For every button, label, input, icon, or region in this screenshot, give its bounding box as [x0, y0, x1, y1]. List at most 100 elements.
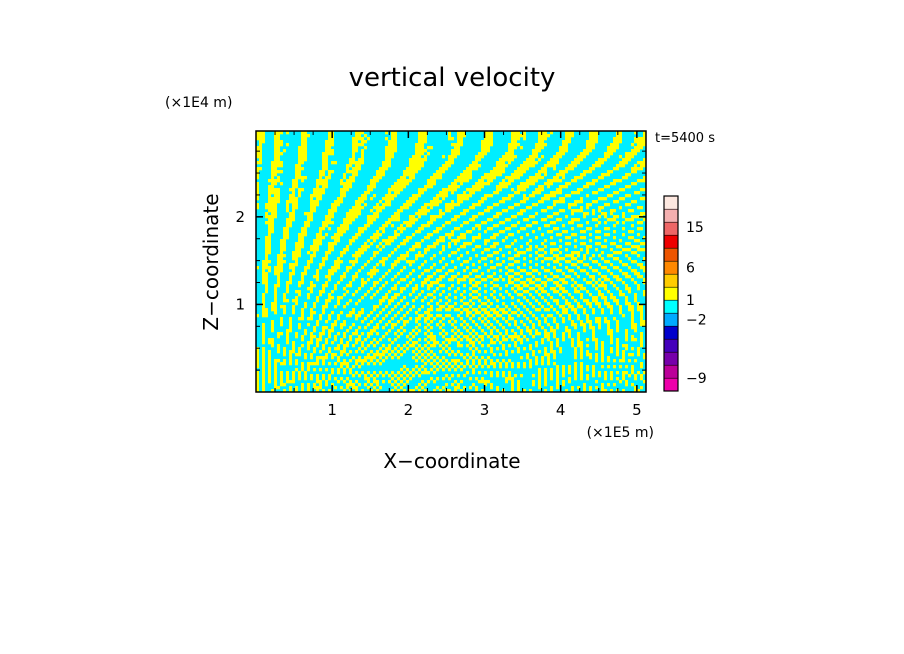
updraft-cell	[310, 197, 313, 201]
updraft-cell	[460, 353, 463, 357]
updraft-cell	[298, 233, 307, 237]
updraft-cell	[535, 263, 538, 267]
updraft-cell	[262, 386, 265, 390]
updraft-cell	[589, 233, 592, 237]
updraft-cell	[256, 176, 259, 180]
updraft-cell	[592, 212, 595, 216]
updraft-cell	[439, 167, 448, 171]
updraft-cell	[517, 362, 520, 366]
updraft-cell	[472, 320, 475, 324]
updraft-cell	[523, 194, 526, 198]
updraft-cell	[490, 170, 505, 174]
updraft-cell	[352, 263, 355, 267]
updraft-cell	[304, 266, 310, 270]
updraft-cell	[364, 356, 376, 360]
updraft-cell	[619, 161, 628, 165]
updraft-cell	[418, 374, 421, 378]
updraft-cell	[265, 242, 271, 246]
updraft-cell	[556, 344, 559, 348]
updraft-cell	[361, 341, 364, 345]
updraft-cell	[379, 227, 385, 231]
updraft-cell	[538, 302, 541, 306]
updraft-cell	[316, 197, 322, 201]
updraft-cell	[478, 266, 481, 270]
updraft-cell	[283, 293, 286, 297]
updraft-cell	[487, 335, 490, 339]
updraft-cell	[484, 290, 487, 294]
updraft-cell	[370, 296, 373, 300]
updraft-cell	[472, 329, 475, 333]
updraft-cell	[274, 386, 280, 390]
updraft-cell	[286, 374, 289, 378]
updraft-cell	[484, 248, 490, 252]
updraft-cell	[469, 299, 472, 303]
updraft-cell	[613, 224, 616, 228]
updraft-cell	[538, 170, 547, 174]
updraft-cell	[331, 326, 334, 330]
updraft-cell	[484, 371, 487, 375]
updraft-cell	[256, 191, 259, 195]
updraft-cell	[535, 290, 538, 294]
updraft-cell	[289, 389, 292, 392]
updraft-cell	[316, 278, 319, 282]
updraft-cell	[424, 155, 427, 159]
updraft-cell	[619, 308, 622, 312]
updraft-cell	[448, 134, 451, 138]
updraft-cell	[433, 173, 442, 177]
updraft-cell	[283, 311, 286, 315]
updraft-cell	[553, 335, 556, 339]
updraft-cell	[544, 353, 550, 357]
updraft-cell	[580, 197, 583, 201]
updraft-cell	[319, 317, 322, 321]
updraft-cell	[376, 350, 379, 354]
updraft-cell	[610, 341, 613, 345]
updraft-cell	[631, 170, 637, 174]
updraft-cell	[346, 365, 349, 369]
updraft-cell	[295, 368, 298, 372]
updraft-cell	[421, 299, 424, 303]
updraft-cell	[292, 257, 298, 261]
updraft-cell	[601, 281, 604, 285]
y-tick-label: 2	[235, 208, 245, 226]
updraft-cell	[643, 353, 646, 357]
updraft-cell	[631, 143, 634, 147]
updraft-cell	[349, 359, 352, 363]
updraft-cell	[511, 389, 514, 392]
updraft-cell	[637, 353, 640, 357]
updraft-cell	[604, 278, 610, 282]
updraft-cell	[508, 317, 514, 321]
updraft-cell	[352, 386, 358, 390]
updraft-cell	[505, 152, 514, 156]
updraft-cell	[310, 290, 313, 294]
updraft-cell	[430, 338, 436, 342]
updraft-cell	[538, 371, 541, 375]
updraft-cell	[508, 257, 514, 261]
updraft-cell	[382, 380, 385, 384]
updraft-cell	[502, 374, 505, 378]
updraft-cell	[592, 209, 595, 213]
updraft-cell	[439, 275, 445, 279]
updraft-cell	[331, 206, 337, 210]
updraft-cell	[535, 308, 541, 312]
updraft-cell	[520, 302, 523, 306]
updraft-cell	[256, 152, 262, 156]
updraft-cell	[334, 239, 340, 243]
updraft-cell	[274, 149, 280, 153]
updraft-cell	[472, 248, 475, 252]
updraft-cell	[265, 221, 274, 225]
updraft-cell	[616, 323, 619, 327]
updraft-cell	[604, 215, 607, 219]
updraft-cell	[256, 365, 259, 369]
updraft-cell	[490, 383, 493, 387]
updraft-cell	[532, 305, 535, 309]
updraft-cell	[328, 137, 334, 141]
updraft-cell	[391, 323, 397, 327]
updraft-cell	[463, 296, 466, 300]
chart-title: vertical velocity	[349, 63, 556, 93]
updraft-cell	[505, 227, 511, 231]
updraft-cell	[430, 266, 433, 270]
updraft-cell	[481, 257, 487, 261]
updraft-cell	[403, 314, 406, 318]
updraft-cell	[454, 332, 457, 336]
updraft-cell	[577, 302, 580, 306]
